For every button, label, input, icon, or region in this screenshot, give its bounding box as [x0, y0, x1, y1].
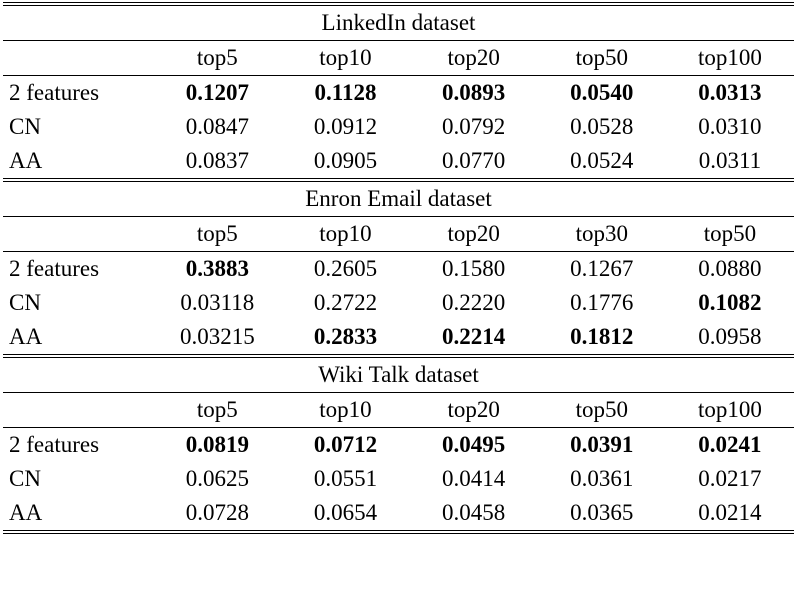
column-header	[3, 40, 154, 76]
value-cell: 0.03118	[180, 290, 255, 315]
column-header: top5	[153, 392, 282, 428]
row-label: 2 features	[9, 256, 100, 281]
value-cell: 0.0792	[442, 114, 506, 139]
value-cell: 0.0310	[698, 114, 762, 139]
value-cell: 0.0458	[409, 496, 538, 534]
table-title: Wiki Talk dataset	[3, 354, 794, 393]
column-header: top100	[665, 392, 794, 428]
column-header: top10	[281, 392, 410, 428]
row-label: CN	[9, 466, 41, 491]
value-cell: 0.0414	[442, 466, 506, 491]
column-header: top50	[537, 40, 666, 76]
table-row: 2 features 0.1207 0.1128 0.0893 0.0540 0…	[3, 76, 794, 111]
value-cell: 0.0361	[570, 466, 634, 491]
table-row: LinkedIn dataset	[3, 2, 794, 41]
table-row: top5 top10 top20 top50 top100	[3, 40, 794, 76]
value-cell: 0.0241	[698, 432, 762, 457]
value-cell: 0.1776	[570, 290, 634, 315]
row-label: CN	[9, 290, 41, 315]
value-cell: 0.0880	[698, 256, 762, 281]
value-cell: 0.0770	[442, 148, 506, 173]
value-cell: 0.0654	[281, 496, 410, 534]
value-cell: 0.1267	[570, 256, 634, 281]
column-header	[3, 216, 154, 252]
value-cell: 0.3883	[185, 256, 249, 281]
table-row: CN 0.03118 0.2722 0.2220 0.1776 0.1082	[3, 286, 794, 320]
row-label: 2 features	[9, 432, 100, 457]
table-row: top5 top10 top20 top50 top100	[3, 392, 794, 428]
results-table: LinkedIn dataset top5 top10 top20 top50 …	[3, 2, 794, 534]
value-cell: 0.0551	[313, 466, 378, 491]
value-cell: 0.2220	[442, 290, 506, 315]
value-cell: 0.1207	[185, 80, 249, 105]
row-label: CN	[9, 114, 41, 139]
column-header: top10	[281, 216, 410, 252]
column-header: top30	[537, 216, 666, 252]
value-cell: 0.0391	[570, 432, 634, 457]
table-title: LinkedIn dataset	[3, 2, 794, 41]
column-header: top5	[153, 40, 282, 76]
value-cell: 0.2605	[313, 256, 378, 281]
table-row: AA 0.03215 0.2833 0.2214 0.1812 0.0958	[3, 320, 794, 356]
value-cell: 0.0819	[185, 432, 249, 457]
value-cell: 0.1580	[442, 256, 506, 281]
value-cell: 0.0540	[570, 80, 634, 105]
column-header: top50	[537, 392, 666, 428]
table-row: Enron Email dataset	[3, 178, 794, 217]
table-title: Enron Email dataset	[3, 178, 794, 217]
value-cell: 0.0837	[185, 148, 249, 173]
table-row: CN 0.0847 0.0912 0.0792 0.0528 0.0310	[3, 110, 794, 144]
column-header: top100	[665, 40, 794, 76]
row-label: AA	[9, 148, 43, 173]
value-cell: 0.2833	[313, 324, 378, 349]
value-cell: 0.0528	[570, 114, 634, 139]
value-cell: 0.1812	[570, 324, 634, 349]
column-header: top5	[153, 216, 282, 252]
value-cell: 0.1128	[314, 80, 377, 105]
table-row: top5 top10 top20 top30 top50	[3, 216, 794, 252]
section-enron: Enron Email dataset top5 top10 top20 top…	[3, 178, 794, 356]
value-cell: 0.0495	[442, 432, 506, 457]
column-header: top20	[409, 216, 538, 252]
table-row: 2 features 0.0819 0.0712 0.0495 0.0391 0…	[3, 428, 794, 463]
column-header	[3, 392, 154, 428]
table-row: 2 features 0.3883 0.2605 0.1580 0.1267 0…	[3, 252, 794, 287]
value-cell: 0.0893	[442, 80, 506, 105]
column-header: top20	[409, 392, 538, 428]
column-header: top10	[281, 40, 410, 76]
row-label: AA	[9, 324, 43, 349]
value-cell: 0.1082	[698, 290, 762, 315]
value-cell: 0.0311	[698, 148, 762, 173]
section-wiki-talk: Wiki Talk dataset top5 top10 top20 top50…	[3, 354, 794, 534]
row-label: 2 features	[9, 80, 100, 105]
value-cell: 0.0313	[698, 80, 762, 105]
value-cell: 0.0365	[537, 496, 666, 534]
value-cell: 0.0905	[313, 148, 378, 173]
value-cell: 0.0847	[185, 114, 249, 139]
value-cell: 0.0214	[665, 496, 794, 534]
value-cell: 0.0712	[313, 432, 378, 457]
table-row: Wiki Talk dataset	[3, 354, 794, 393]
section-linkedin: LinkedIn dataset top5 top10 top20 top50 …	[3, 2, 794, 180]
value-cell: 0.0728	[153, 496, 282, 534]
table-row: AA 0.0837 0.0905 0.0770 0.0524 0.0311	[3, 144, 794, 180]
table-row: CN 0.0625 0.0551 0.0414 0.0361 0.0217	[3, 462, 794, 496]
value-cell: 0.0524	[570, 148, 634, 173]
value-cell: 0.03215	[179, 324, 255, 349]
column-header: top50	[665, 216, 794, 252]
value-cell: 0.2214	[442, 324, 506, 349]
row-label: AA	[3, 496, 154, 534]
value-cell: 0.0958	[698, 324, 762, 349]
value-cell: 0.0625	[185, 466, 249, 491]
value-cell: 0.0912	[313, 114, 378, 139]
value-cell: 0.2722	[313, 290, 378, 315]
table-row: AA 0.0728 0.0654 0.0458 0.0365 0.0214	[3, 496, 794, 534]
value-cell: 0.0217	[698, 466, 762, 491]
column-header: top20	[409, 40, 538, 76]
